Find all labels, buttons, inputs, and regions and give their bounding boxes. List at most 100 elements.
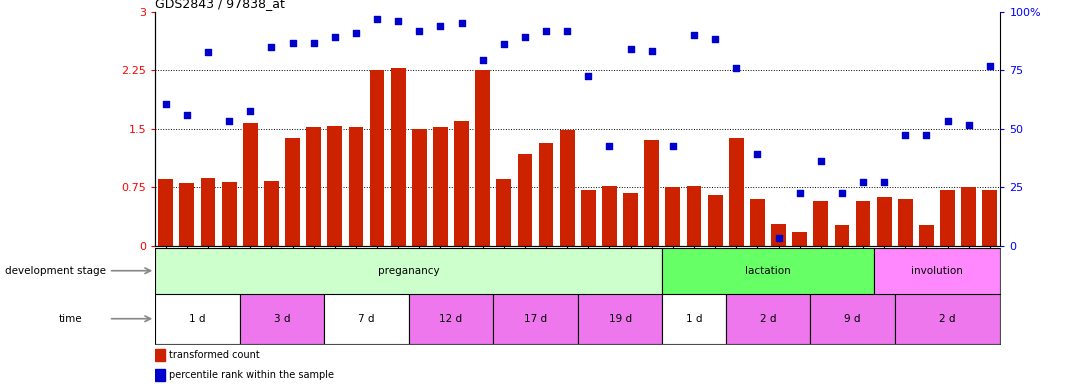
Point [495,41,513,47]
Bar [961,187,976,246]
Bar [409,294,493,344]
Point [960,122,977,128]
Point [812,158,829,164]
Point [474,57,491,63]
Point [855,179,872,185]
Point [199,49,216,55]
Point [453,20,470,26]
Text: 19 d: 19 d [609,314,631,324]
Point [411,28,428,34]
Bar [155,248,662,294]
Bar [813,201,828,246]
Bar [729,138,744,246]
Bar [895,294,1000,344]
Bar [578,294,662,344]
Point [664,143,682,149]
Point [348,30,365,36]
Point [263,44,280,50]
Bar [810,294,895,344]
Bar [518,154,533,246]
Bar [240,294,324,344]
Point [749,151,766,157]
Point [686,32,703,38]
Bar [707,195,722,246]
Bar [792,232,807,246]
Bar [876,197,891,246]
Bar [475,70,490,246]
Text: 7 d: 7 d [358,314,374,324]
Point [284,40,301,46]
Point [326,33,343,40]
Point [580,73,597,79]
Point [981,63,998,69]
Text: lactation: lactation [745,266,791,276]
Bar [560,130,575,246]
Bar [666,187,681,246]
Bar [324,294,409,344]
Bar [155,294,240,344]
Point [706,36,723,42]
Text: 2 d: 2 d [939,314,956,324]
Point [305,40,322,46]
Text: GDS2843 / 97838_at: GDS2843 / 97838_at [155,0,285,10]
Point [220,118,238,124]
Bar [941,190,956,246]
Point [559,28,576,34]
Text: 12 d: 12 d [440,314,462,324]
Text: 2 d: 2 d [760,314,776,324]
Bar [602,185,617,246]
Point [157,101,174,107]
Bar [221,182,236,246]
Point [875,179,892,185]
Point [728,65,745,71]
Text: 3 d: 3 d [274,314,290,324]
Point [242,108,259,114]
Text: development stage: development stage [5,266,106,276]
Bar [391,68,406,246]
Bar [285,138,300,246]
Bar [155,369,165,381]
Bar [349,127,364,246]
Text: transformed count: transformed count [168,349,259,359]
Point [537,28,554,34]
Bar [662,294,725,344]
Point [622,46,639,52]
Text: 9 d: 9 d [844,314,860,324]
Bar [750,199,765,246]
Bar [180,183,195,246]
Text: involution: involution [912,266,963,276]
Bar [725,294,810,344]
Bar [856,201,871,246]
Point [791,190,808,196]
Bar [200,178,215,246]
Bar [158,179,173,246]
Point [643,48,660,54]
Point [918,132,935,138]
Text: preganancy: preganancy [378,266,440,276]
Text: 1 d: 1 d [686,314,702,324]
Bar [155,349,165,361]
Bar [835,225,850,246]
Bar [687,185,702,246]
Point [389,18,407,24]
Text: 17 d: 17 d [524,314,547,324]
Bar [433,127,448,246]
Bar [919,225,934,246]
Bar [493,294,578,344]
Bar [874,248,1000,294]
Bar [264,181,279,246]
Point [939,118,957,124]
Text: 1 d: 1 d [189,314,205,324]
Bar [327,126,342,246]
Bar [662,248,874,294]
Point [432,23,449,29]
Bar [538,143,553,246]
Point [770,235,788,241]
Bar [581,190,596,246]
Text: time: time [59,314,82,324]
Bar [623,193,638,246]
Bar [454,121,469,246]
Bar [369,70,384,246]
Bar [898,199,913,246]
Point [517,33,534,40]
